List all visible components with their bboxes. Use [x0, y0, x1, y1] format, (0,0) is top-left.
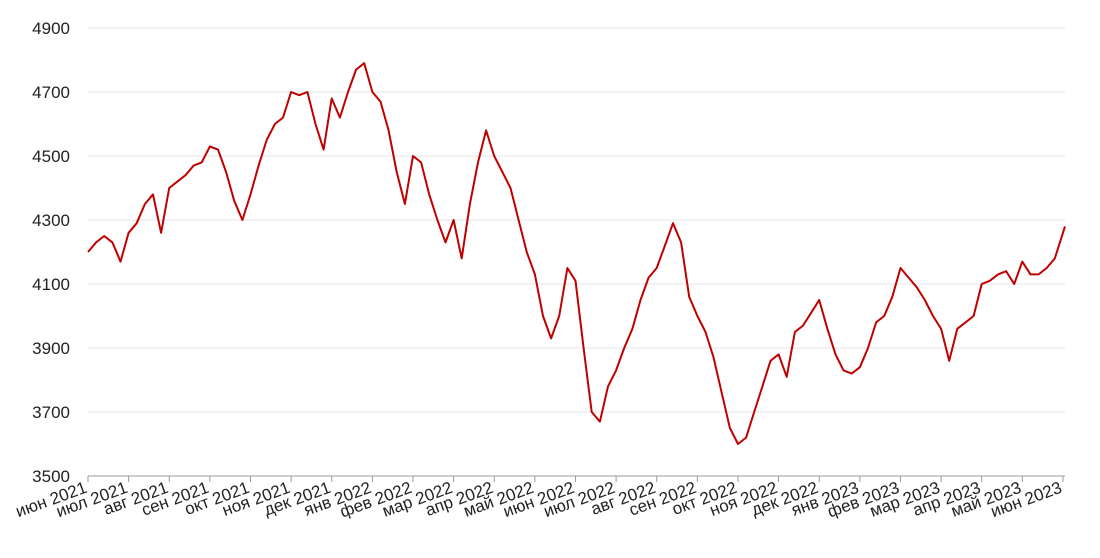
- y-tick-label: 4700: [32, 83, 70, 102]
- y-tick-label: 4500: [32, 147, 70, 166]
- y-tick-label: 3700: [32, 403, 70, 422]
- y-tick-label: 4100: [32, 275, 70, 294]
- y-tick-label: 4300: [32, 211, 70, 230]
- y-tick-label: 3900: [32, 339, 70, 358]
- y-tick-label: 3500: [32, 467, 70, 486]
- y-tick-label: 4900: [32, 19, 70, 38]
- line: [87, 62, 1066, 445]
